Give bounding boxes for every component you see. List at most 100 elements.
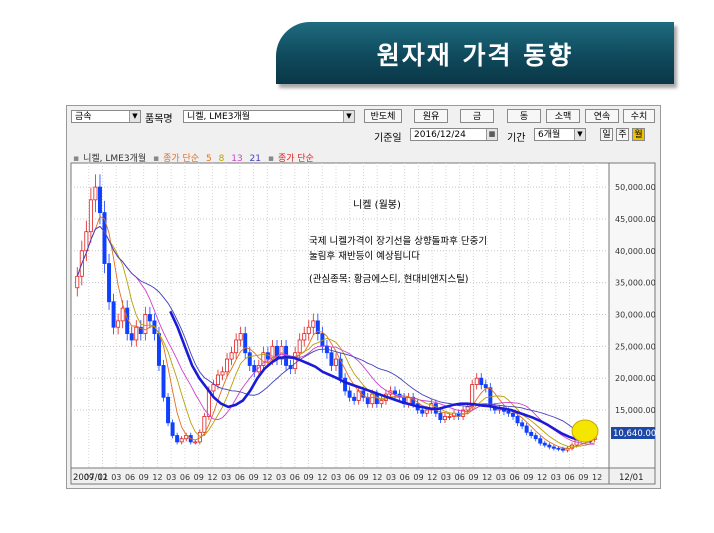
gold-button[interactable]: 금: [460, 109, 494, 123]
candle-body: [134, 326, 139, 341]
continuous-button[interactable]: 연속: [585, 109, 619, 123]
period-label: 기간: [507, 133, 526, 144]
y-tick-label: 35,000.00: [615, 279, 656, 288]
market-value: 금속: [75, 112, 92, 122]
candle-body: [225, 358, 230, 373]
current-price-label: 10,640.00: [613, 429, 656, 439]
candle-body: [97, 186, 102, 213]
x-tick-label: 03: [276, 473, 286, 482]
title-banner: 원자재 가격 동향: [276, 22, 674, 84]
candle-body: [238, 333, 243, 341]
candle-body: [211, 384, 216, 392]
x-tick-label: 09: [358, 473, 368, 482]
candle-body: [474, 377, 479, 385]
candle-body: [306, 326, 311, 335]
legend-ma-label: 종가 단순: [163, 154, 200, 164]
x-tick-label: 03: [221, 473, 231, 482]
numeric-button[interactable]: 수치: [623, 109, 655, 123]
candle-body: [234, 339, 239, 354]
candle-body: [338, 358, 343, 379]
date-value: 2016/12/24: [414, 130, 466, 140]
x-tick-label: 03: [551, 473, 561, 482]
candle-body: [247, 352, 252, 366]
monthly-button[interactable]: 월: [632, 128, 645, 141]
y-tick-label: 20,000.00: [615, 374, 656, 383]
x-tick-label: 12: [317, 473, 327, 482]
daily-button[interactable]: 일: [600, 128, 613, 141]
weekly-button[interactable]: 주: [616, 128, 629, 141]
x-tick-label: 03: [496, 473, 506, 482]
annotation-title: 니켈 (월봉): [353, 199, 401, 211]
chevron-down-icon[interactable]: ▼: [343, 111, 354, 122]
candle-body: [334, 358, 338, 366]
x-tick-label: 03: [166, 473, 176, 482]
x-tick-label: 06: [180, 473, 190, 482]
candle-body: [75, 275, 80, 289]
period-select[interactable]: 6개월 ▼: [534, 128, 586, 141]
candle-body: [560, 448, 565, 451]
chevron-down-icon[interactable]: ▼: [129, 111, 140, 122]
x-tick-label: 06: [290, 473, 300, 482]
candle-body: [352, 396, 357, 401]
candle-body: [116, 320, 121, 328]
y-tick-label: 45,000.00: [615, 215, 656, 224]
candle-body: [524, 425, 529, 433]
date-field[interactable]: 2016/12/24 ▦: [410, 128, 498, 141]
x-tick-label: 09: [523, 473, 533, 482]
crude-oil-button[interactable]: 원유: [414, 109, 448, 123]
calendar-icon[interactable]: ▦: [486, 129, 497, 140]
candle-body: [442, 416, 447, 420]
annotation-line2: 눌림후 재반등이 예상됩니다: [309, 250, 420, 262]
candle-body: [243, 333, 248, 354]
semiconductor-button[interactable]: 반도체: [364, 109, 402, 123]
y-tick-label: 30,000.00: [615, 311, 656, 320]
x-tick-label: 12: [262, 473, 272, 482]
legend-ma21: 21: [249, 154, 261, 164]
legend-series: 니켈, LME3개월: [83, 154, 147, 164]
x-tick-label: 09: [139, 473, 149, 482]
market-select[interactable]: 금속 ▼: [71, 110, 141, 123]
candle-body: [102, 212, 107, 264]
candle-body: [88, 199, 93, 233]
candle-body: [184, 435, 189, 440]
x-start-label: 2007/01: [73, 473, 108, 483]
candle-body: [420, 409, 425, 414]
x-tick-label: 12: [97, 473, 107, 482]
candle-body: [166, 396, 171, 424]
x-tick-label: 12: [427, 473, 437, 482]
candle-body: [479, 377, 484, 385]
candle-body: [293, 352, 298, 370]
candle-body: [533, 435, 538, 440]
candle-body: [206, 390, 211, 417]
legend-ma5: 5: [206, 154, 212, 164]
candle-body: [143, 314, 148, 335]
item-select[interactable]: 니켈, LME3개월 ▼: [183, 110, 355, 123]
copper-button[interactable]: 동: [507, 109, 541, 123]
y-tick-label: 15,000.00: [615, 406, 656, 415]
candle-body: [483, 384, 488, 389]
candle-body: [120, 307, 125, 322]
candle-body: [261, 352, 266, 366]
x-tick-label: 12: [372, 473, 382, 482]
y-tick-label: 50,000.00: [615, 183, 656, 192]
x-tick-label: 09: [84, 473, 94, 482]
x-tick-label: 06: [125, 473, 135, 482]
price-axis-area: [608, 162, 656, 469]
candle-body: [447, 416, 452, 418]
candle-body: [538, 438, 543, 444]
chevron-down-icon[interactable]: ▼: [574, 129, 585, 140]
candle-body: [179, 438, 184, 443]
ma8-line: [76, 225, 595, 448]
legend-ma8: 8: [218, 154, 225, 164]
chart-window: 금속 ▼ 품목명 니켈, LME3개월 ▼ 반도체 원유 금 동 소맥 연속 수…: [66, 105, 661, 489]
candle-body: [111, 301, 116, 328]
candle-body: [424, 409, 429, 414]
candle-body: [315, 320, 320, 335]
legend-ma13: 13: [231, 154, 243, 164]
x-tick-label: 09: [578, 473, 588, 482]
x-tick-label: 03: [111, 473, 121, 482]
candle-body: [556, 447, 561, 450]
candle-body: [161, 365, 166, 398]
x-end-label: 12/01: [619, 473, 644, 483]
wheat-button[interactable]: 소맥: [546, 109, 580, 123]
